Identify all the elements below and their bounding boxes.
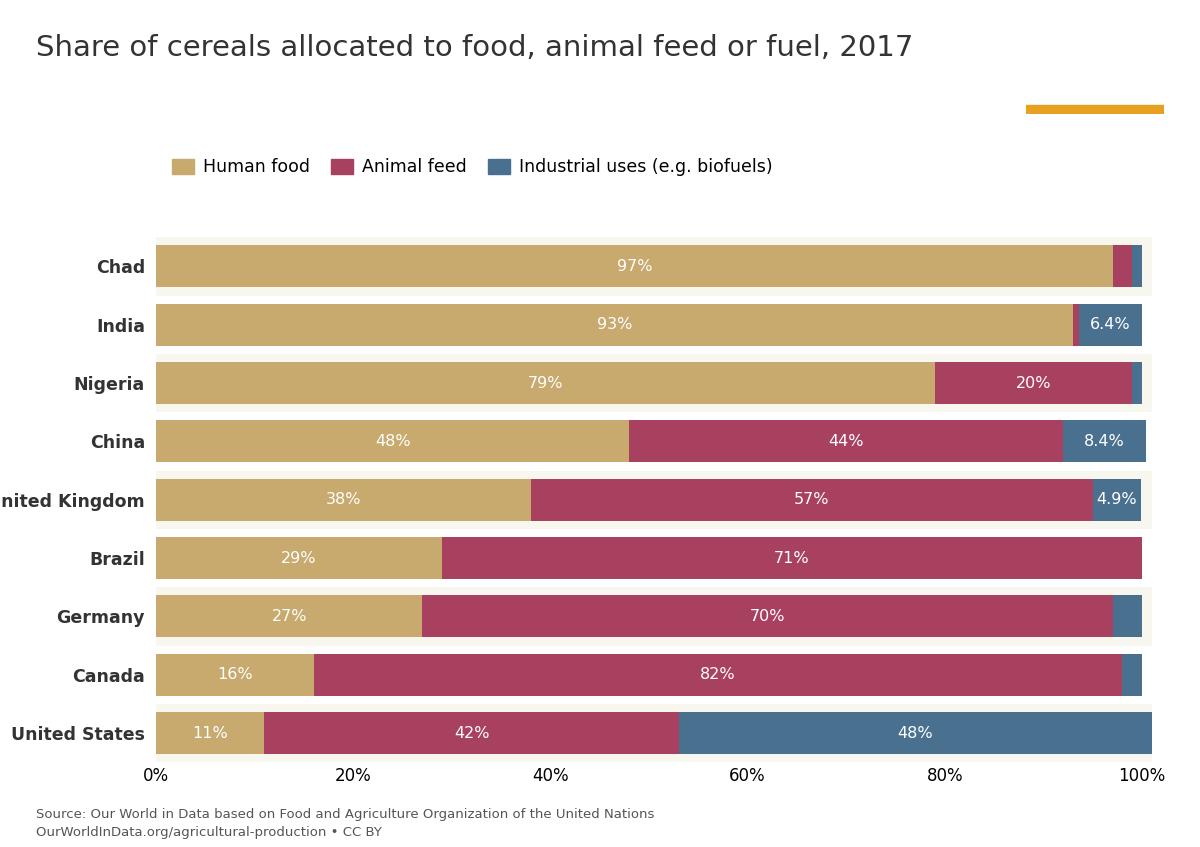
Bar bbox=[313, 654, 1122, 695]
Text: 48%: 48% bbox=[374, 434, 410, 449]
Text: 16%: 16% bbox=[217, 667, 253, 683]
Text: 20%: 20% bbox=[1016, 375, 1051, 390]
Bar bbox=[1063, 420, 1146, 462]
Bar bbox=[156, 237, 1152, 296]
Bar bbox=[156, 595, 422, 638]
Legend: Human food, Animal feed, Industrial uses (e.g. biofuels): Human food, Animal feed, Industrial uses… bbox=[164, 152, 779, 183]
Text: 57%: 57% bbox=[794, 492, 829, 507]
Text: 48%: 48% bbox=[898, 726, 934, 740]
Bar bbox=[679, 712, 1152, 754]
Bar bbox=[1112, 246, 1133, 287]
Bar bbox=[156, 537, 442, 579]
Text: 8.4%: 8.4% bbox=[1085, 434, 1126, 449]
Bar bbox=[1093, 479, 1141, 521]
Text: Source: Our World in Data based on Food and Agriculture Organization of the Unit: Source: Our World in Data based on Food … bbox=[36, 807, 654, 839]
Bar bbox=[156, 471, 1152, 529]
Text: in Data: in Data bbox=[1066, 85, 1124, 99]
Bar bbox=[156, 412, 1152, 471]
Bar bbox=[1133, 362, 1142, 404]
Bar bbox=[1079, 304, 1142, 346]
Bar bbox=[1026, 105, 1164, 114]
Text: 11%: 11% bbox=[192, 726, 228, 740]
Bar bbox=[530, 479, 1093, 521]
Bar bbox=[156, 654, 313, 695]
Text: 93%: 93% bbox=[596, 317, 632, 332]
Bar bbox=[156, 296, 1152, 354]
Bar bbox=[264, 712, 679, 754]
Text: Share of cereals allocated to food, animal feed or fuel, 2017: Share of cereals allocated to food, anim… bbox=[36, 34, 913, 62]
Text: 42%: 42% bbox=[454, 726, 490, 740]
Text: 29%: 29% bbox=[281, 551, 317, 566]
Text: 27%: 27% bbox=[271, 609, 307, 624]
Bar bbox=[156, 587, 1152, 645]
Bar bbox=[156, 420, 629, 462]
Bar bbox=[442, 537, 1142, 579]
Bar bbox=[156, 354, 1152, 412]
Bar bbox=[156, 304, 1073, 346]
Bar bbox=[156, 529, 1152, 587]
Bar bbox=[156, 246, 1112, 287]
Bar bbox=[935, 362, 1133, 404]
Bar bbox=[1112, 595, 1142, 638]
Bar bbox=[156, 362, 935, 404]
Text: 6.4%: 6.4% bbox=[1091, 317, 1130, 332]
Bar bbox=[1133, 246, 1142, 287]
Bar bbox=[1073, 304, 1079, 346]
Text: 71%: 71% bbox=[774, 551, 810, 566]
Bar bbox=[629, 420, 1063, 462]
Bar bbox=[156, 712, 264, 754]
Bar bbox=[156, 479, 530, 521]
Text: 4.9%: 4.9% bbox=[1097, 492, 1138, 507]
Text: 44%: 44% bbox=[828, 434, 864, 449]
Text: 97%: 97% bbox=[617, 259, 652, 274]
Text: 38%: 38% bbox=[325, 492, 361, 507]
Text: 70%: 70% bbox=[750, 609, 785, 624]
Bar bbox=[1122, 654, 1142, 695]
Bar bbox=[422, 595, 1112, 638]
Bar bbox=[156, 645, 1152, 704]
Text: 82%: 82% bbox=[701, 667, 736, 683]
Bar bbox=[156, 704, 1152, 762]
Text: Our World: Our World bbox=[1054, 60, 1136, 75]
Text: 79%: 79% bbox=[528, 375, 563, 390]
